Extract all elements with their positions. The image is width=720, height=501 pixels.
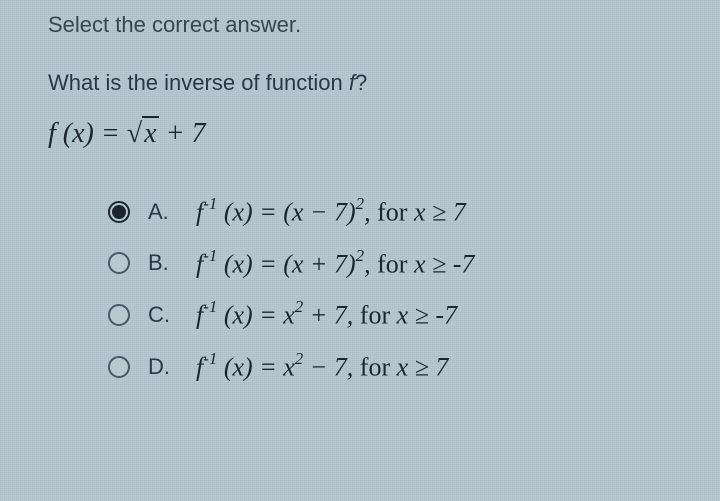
choice-b-math: f-1 (x) = (x + 7)2, for x ≥ -7: [196, 248, 474, 280]
choice-b[interactable]: B. f-1 (x) = (x + 7)2, for x ≥ -7: [108, 248, 690, 280]
plus-seven: + 7: [166, 118, 206, 149]
choice-a[interactable]: A. f-1 (x) = (x − 7)2, for x ≥ 7: [108, 196, 690, 228]
function-definition: f (x) = √x + 7: [48, 118, 690, 150]
choices-list: A. f-1 (x) = (x − 7)2, for x ≥ 7 B. f-1 …: [48, 196, 690, 383]
choice-c-math: f-1 (x) = x2 + 7, for x ≥ -7: [196, 299, 457, 331]
question-text: What is the inverse of function f?: [48, 70, 690, 96]
function-lhs: f (x): [48, 118, 94, 149]
radio-b[interactable]: [108, 252, 130, 274]
choice-d-letter: D.: [148, 354, 178, 380]
choice-b-letter: B.: [148, 250, 178, 276]
question-label: What is the inverse of function f?: [48, 70, 367, 95]
radio-c[interactable]: [108, 304, 130, 326]
instruction-text: Select the correct answer.: [48, 12, 690, 38]
equals-sign: =: [101, 118, 127, 149]
sqrt-symbol: √: [127, 118, 142, 149]
choice-d-math: f-1 (x) = x2 − 7, for x ≥ 7: [196, 351, 448, 383]
choice-a-letter: A.: [148, 199, 178, 225]
choice-d[interactable]: D. f-1 (x) = x2 − 7, for x ≥ 7: [108, 351, 690, 383]
sqrt-expression: √x: [127, 118, 159, 150]
radio-a[interactable]: [108, 201, 130, 223]
choice-a-math: f-1 (x) = (x − 7)2, for x ≥ 7: [196, 196, 466, 228]
choice-c-letter: C.: [148, 302, 178, 328]
sqrt-content: x: [142, 116, 158, 149]
choice-c[interactable]: C. f-1 (x) = x2 + 7, for x ≥ -7: [108, 299, 690, 331]
radio-d[interactable]: [108, 356, 130, 378]
